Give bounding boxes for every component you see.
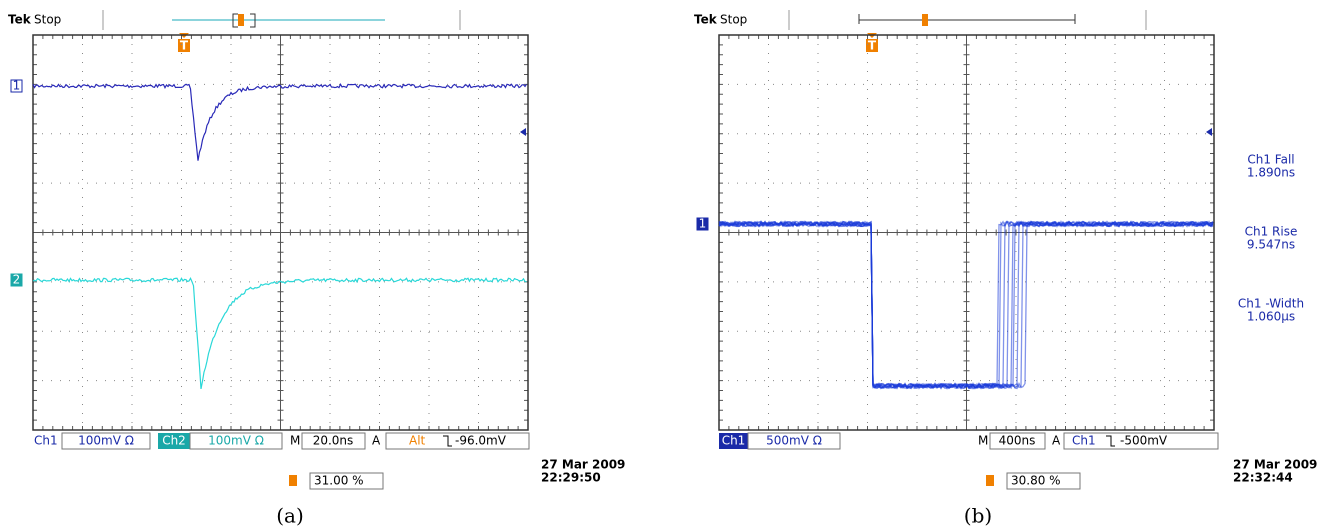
measurement-label: Ch1 Fall [1247, 153, 1294, 167]
measurement-value: 1.060µs [1247, 310, 1295, 324]
brand: Tek [694, 13, 718, 27]
measurement-value: 9.547ns [1247, 238, 1295, 252]
date: 27 Mar 2009 [541, 458, 625, 472]
status: Stop [720, 13, 747, 27]
time-prefix: M [290, 434, 300, 448]
channel-marker: 1 [699, 217, 707, 231]
measurement-label: Ch1 -Width [1238, 297, 1304, 311]
trigger-level: -96.0mV [455, 434, 507, 448]
figure: TekStopT12Ch1100mV ΩCh2100mV ΩM20.0nsAAl… [0, 0, 1341, 531]
channel-scale: 100mV Ω [208, 434, 264, 448]
channel-scale: 500mV Ω [766, 434, 822, 448]
channel-label: Ch1 [34, 434, 58, 448]
level-arrow [1206, 128, 1212, 136]
trigger-marker: T [868, 39, 877, 53]
trigger-icon [289, 475, 297, 486]
time-prefix: M [978, 434, 988, 448]
channel-scale: 100mV Ω [78, 434, 134, 448]
caption: (a) [276, 504, 304, 528]
date: 27 Mar 2009 [1233, 458, 1317, 472]
trigger-icon [238, 14, 244, 26]
trigger-level: -500mV [1120, 434, 1168, 448]
channel-marker: 2 [13, 273, 21, 287]
measurement-value: 1.890ns [1247, 166, 1295, 180]
caption: (b) [964, 504, 992, 528]
measurement-label: Ch1 Rise [1245, 225, 1298, 239]
trigger-marker: T [180, 39, 189, 53]
trigger-source: Alt [409, 434, 426, 448]
trigger-prefix: A [1052, 434, 1061, 448]
trigger-source: Ch1 [1072, 434, 1096, 448]
trigger-position: 30.80 % [1011, 474, 1061, 488]
trigger-icon [922, 14, 928, 26]
channel-marker: 1 [13, 79, 21, 93]
waveform [33, 278, 527, 389]
status: Stop [34, 13, 61, 27]
slope-icon [1106, 436, 1115, 446]
level-arrow [520, 128, 526, 136]
trigger-icon [986, 475, 994, 486]
channel-label: Ch1 [722, 434, 746, 448]
timebase: 20.0ns [313, 434, 354, 448]
brand: Tek [8, 13, 32, 27]
record-bar [859, 14, 1075, 24]
timebase: 400ns [999, 434, 1036, 448]
time: 22:29:50 [541, 471, 601, 485]
slope-icon [443, 436, 452, 446]
trigger-position: 31.00 % [314, 474, 364, 488]
channel-label: Ch2 [162, 434, 186, 448]
time: 22:32:44 [1233, 471, 1293, 485]
trigger-prefix: A [372, 434, 381, 448]
waveform [33, 84, 527, 160]
